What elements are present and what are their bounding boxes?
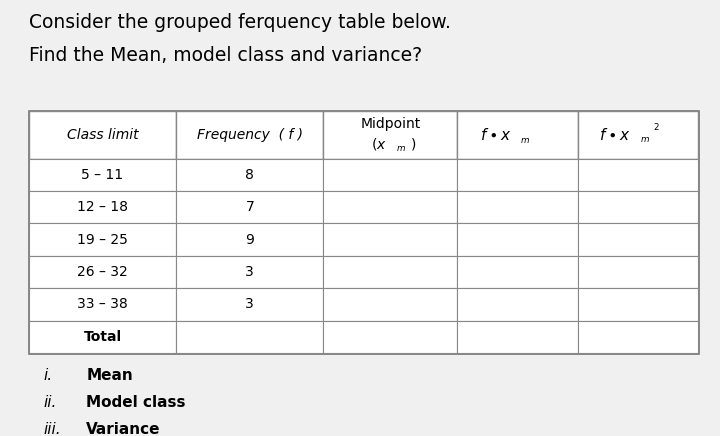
Bar — [323, 288, 457, 320]
Bar — [578, 256, 698, 288]
Text: 12 – 18: 12 – 18 — [77, 200, 128, 214]
Bar — [29, 288, 176, 320]
Bar — [29, 223, 176, 256]
Bar — [457, 191, 578, 223]
Bar — [578, 111, 698, 159]
Text: $_m$: $_m$ — [396, 141, 406, 154]
Bar — [457, 223, 578, 256]
Bar — [29, 256, 176, 288]
Bar — [578, 191, 698, 223]
Bar — [176, 320, 323, 353]
Text: $^2$: $^2$ — [653, 123, 660, 136]
Text: Midpoint: Midpoint — [360, 117, 420, 131]
Bar — [176, 223, 323, 256]
Text: $)$: $)$ — [410, 136, 416, 152]
Text: $f \bullet x$: $f \bullet x$ — [480, 127, 512, 143]
Text: $_m$: $_m$ — [640, 133, 650, 145]
Bar — [457, 320, 578, 353]
Text: i.: i. — [43, 368, 53, 382]
Bar — [323, 256, 457, 288]
Bar — [29, 320, 176, 353]
Bar — [323, 223, 457, 256]
Bar — [323, 159, 457, 191]
Bar — [323, 320, 457, 353]
Bar — [176, 191, 323, 223]
Bar — [176, 256, 323, 288]
Bar — [578, 320, 698, 353]
Text: 9: 9 — [246, 233, 254, 247]
Text: Mean: Mean — [86, 368, 133, 382]
Text: Consider the grouped ferquency table below.: Consider the grouped ferquency table bel… — [29, 13, 451, 31]
Text: ii.: ii. — [43, 395, 57, 410]
Bar — [176, 159, 323, 191]
Text: $f \bullet x$: $f \bullet x$ — [599, 127, 631, 143]
Bar — [29, 159, 176, 191]
Bar — [457, 159, 578, 191]
Text: 26 – 32: 26 – 32 — [77, 265, 128, 279]
Text: iii.: iii. — [43, 422, 60, 436]
Bar — [29, 191, 176, 223]
Text: Frequency  ( f ): Frequency ( f ) — [197, 128, 303, 142]
Text: Model class: Model class — [86, 395, 186, 410]
Text: 8: 8 — [246, 168, 254, 182]
Bar — [176, 288, 323, 320]
Text: $_m$: $_m$ — [520, 133, 530, 146]
Text: 3: 3 — [246, 297, 254, 311]
Text: 3: 3 — [246, 265, 254, 279]
Text: Find the Mean, model class and variance?: Find the Mean, model class and variance? — [29, 46, 422, 65]
Bar — [176, 111, 323, 159]
Text: 7: 7 — [246, 200, 254, 214]
Bar — [29, 111, 176, 159]
Text: 5 – 11: 5 – 11 — [81, 168, 124, 182]
Text: 33 – 38: 33 – 38 — [77, 297, 128, 311]
Bar — [457, 288, 578, 320]
Bar — [578, 223, 698, 256]
Bar — [457, 111, 578, 159]
Bar — [578, 288, 698, 320]
Bar — [323, 111, 457, 159]
Text: Total: Total — [84, 330, 122, 344]
Text: Variance: Variance — [86, 422, 161, 436]
Text: 19 – 25: 19 – 25 — [77, 233, 128, 247]
Text: Class limit: Class limit — [67, 128, 138, 142]
Bar — [323, 191, 457, 223]
Bar — [29, 111, 698, 353]
Text: $(x$: $(x$ — [371, 136, 387, 152]
Bar — [578, 159, 698, 191]
Bar — [457, 256, 578, 288]
